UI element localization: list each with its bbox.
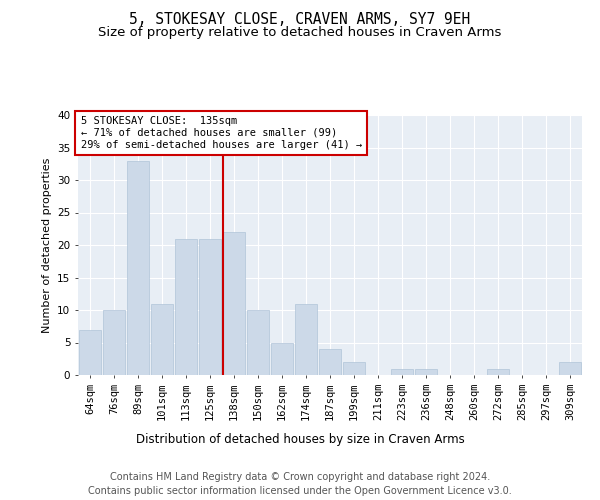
Bar bbox=[175, 238, 197, 375]
Bar bbox=[559, 362, 581, 375]
Bar bbox=[103, 310, 125, 375]
Text: Contains public sector information licensed under the Open Government Licence v3: Contains public sector information licen… bbox=[88, 486, 512, 496]
Text: Contains HM Land Registry data © Crown copyright and database right 2024.: Contains HM Land Registry data © Crown c… bbox=[110, 472, 490, 482]
Bar bbox=[271, 342, 293, 375]
Bar bbox=[295, 304, 317, 375]
Bar bbox=[343, 362, 365, 375]
Bar bbox=[391, 368, 413, 375]
Text: 5, STOKESAY CLOSE, CRAVEN ARMS, SY7 9EH: 5, STOKESAY CLOSE, CRAVEN ARMS, SY7 9EH bbox=[130, 12, 470, 28]
Bar bbox=[127, 160, 149, 375]
Bar bbox=[223, 232, 245, 375]
Bar bbox=[79, 330, 101, 375]
Bar bbox=[199, 238, 221, 375]
Y-axis label: Number of detached properties: Number of detached properties bbox=[41, 158, 52, 332]
Bar bbox=[487, 368, 509, 375]
Text: Size of property relative to detached houses in Craven Arms: Size of property relative to detached ho… bbox=[98, 26, 502, 39]
Bar bbox=[151, 304, 173, 375]
Text: Distribution of detached houses by size in Craven Arms: Distribution of detached houses by size … bbox=[136, 432, 464, 446]
Bar bbox=[319, 349, 341, 375]
Bar bbox=[247, 310, 269, 375]
Text: 5 STOKESAY CLOSE:  135sqm
← 71% of detached houses are smaller (99)
29% of semi-: 5 STOKESAY CLOSE: 135sqm ← 71% of detach… bbox=[80, 116, 362, 150]
Bar bbox=[415, 368, 437, 375]
